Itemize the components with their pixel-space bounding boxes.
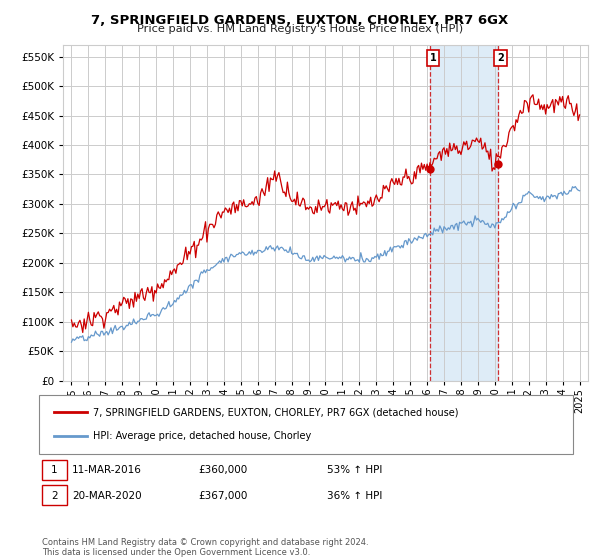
Text: 1: 1 bbox=[51, 465, 58, 475]
Text: 36% ↑ HPI: 36% ↑ HPI bbox=[327, 491, 382, 501]
Text: £360,000: £360,000 bbox=[198, 465, 247, 475]
Text: 20-MAR-2020: 20-MAR-2020 bbox=[72, 491, 142, 501]
Text: 7, SPRINGFIELD GARDENS, EUXTON, CHORLEY, PR7 6GX (detached house): 7, SPRINGFIELD GARDENS, EUXTON, CHORLEY,… bbox=[93, 408, 458, 418]
Text: 53% ↑ HPI: 53% ↑ HPI bbox=[327, 465, 382, 475]
Text: 11-MAR-2016: 11-MAR-2016 bbox=[72, 465, 142, 475]
Text: 2: 2 bbox=[497, 53, 504, 63]
Text: £367,000: £367,000 bbox=[198, 491, 247, 501]
Text: 1: 1 bbox=[430, 53, 436, 63]
Text: HPI: Average price, detached house, Chorley: HPI: Average price, detached house, Chor… bbox=[93, 431, 311, 441]
Text: 7, SPRINGFIELD GARDENS, EUXTON, CHORLEY, PR7 6GX: 7, SPRINGFIELD GARDENS, EUXTON, CHORLEY,… bbox=[91, 14, 509, 27]
Text: Contains HM Land Registry data © Crown copyright and database right 2024.
This d: Contains HM Land Registry data © Crown c… bbox=[42, 538, 368, 557]
Bar bbox=[430, 45, 498, 381]
Text: Price paid vs. HM Land Registry's House Price Index (HPI): Price paid vs. HM Land Registry's House … bbox=[137, 24, 463, 34]
Text: 2: 2 bbox=[51, 491, 58, 501]
